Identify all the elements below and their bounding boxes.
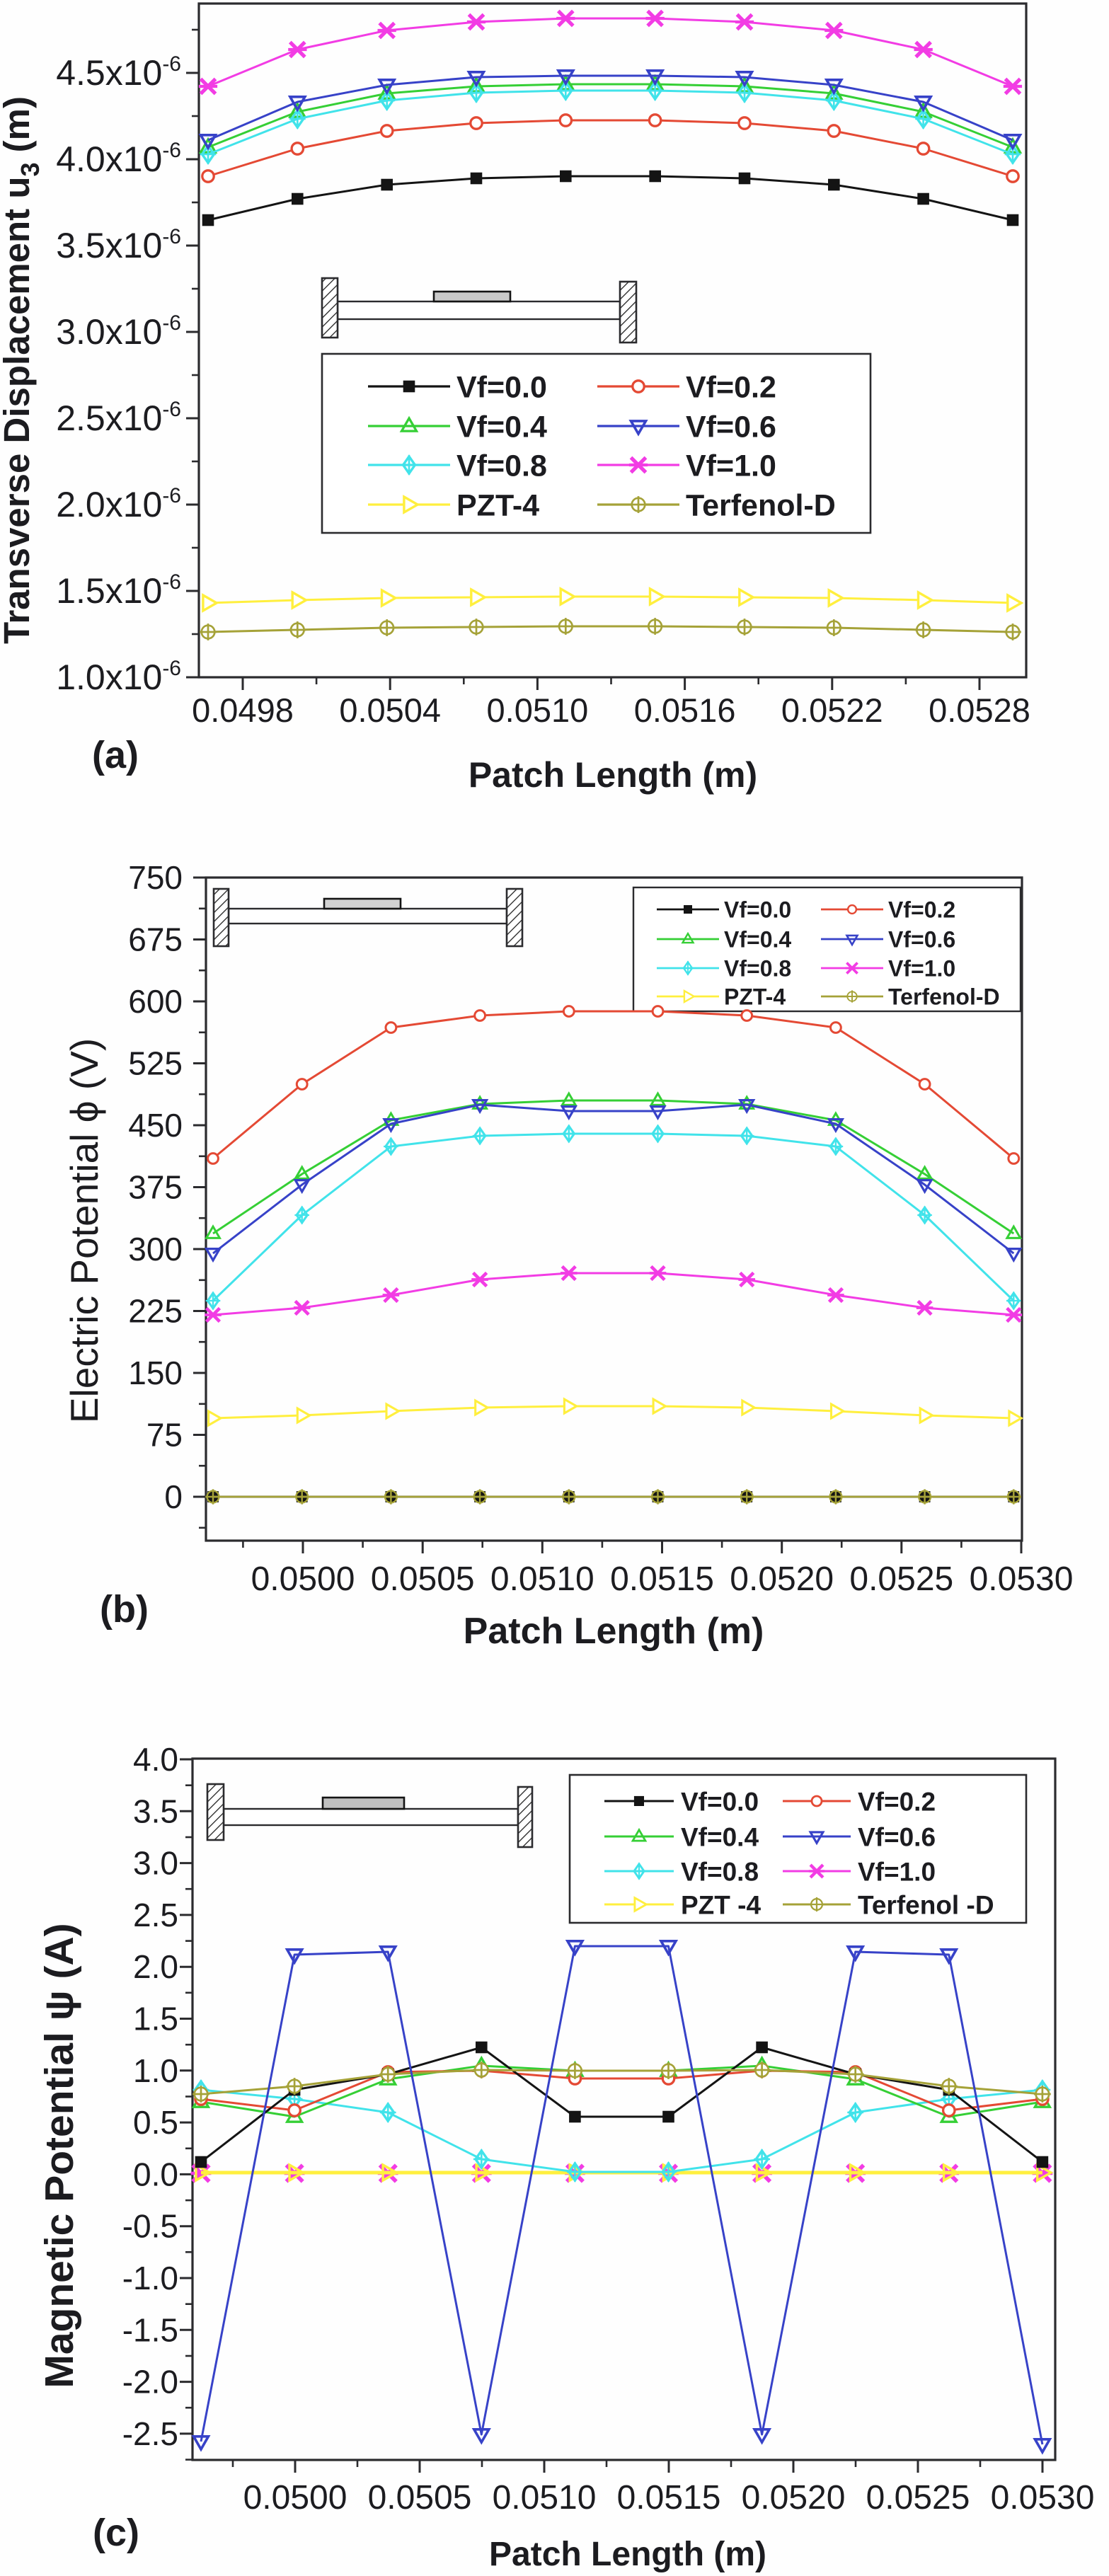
svg-text:2.0x10-6: 2.0x10-6 bbox=[56, 484, 181, 524]
svg-text:525: 525 bbox=[128, 1045, 183, 1082]
svg-text:Electric Potential ϕ (V): Electric Potential ϕ (V) bbox=[62, 1038, 106, 1423]
svg-text:(a): (a) bbox=[92, 734, 139, 776]
svg-text:Terfenol -D: Terfenol -D bbox=[858, 1890, 994, 1919]
svg-text:-1.5: -1.5 bbox=[122, 2311, 178, 2348]
svg-text:0.0522: 0.0522 bbox=[781, 691, 883, 729]
svg-text:600: 600 bbox=[128, 983, 183, 1020]
svg-text:Vf=0.0: Vf=0.0 bbox=[456, 371, 547, 405]
svg-text:Vf=0.2: Vf=0.2 bbox=[888, 897, 955, 923]
svg-text:Vf=0.6: Vf=0.6 bbox=[686, 410, 776, 444]
svg-text:375: 375 bbox=[128, 1169, 183, 1206]
svg-text:1.0: 1.0 bbox=[133, 2052, 178, 2089]
svg-text:Vf=1.0: Vf=1.0 bbox=[858, 1857, 936, 1886]
svg-text:2.5x10-6: 2.5x10-6 bbox=[56, 398, 181, 438]
svg-text:0.0505: 0.0505 bbox=[371, 1560, 475, 1598]
svg-text:4.5x10-6: 4.5x10-6 bbox=[56, 52, 181, 93]
svg-text:Vf=0.4: Vf=0.4 bbox=[681, 1822, 759, 1851]
svg-text:Vf=0.2: Vf=0.2 bbox=[686, 371, 776, 405]
svg-text:75: 75 bbox=[146, 1417, 183, 1454]
svg-text:0.0500: 0.0500 bbox=[243, 2479, 347, 2517]
svg-text:Vf=0.8: Vf=0.8 bbox=[681, 1857, 759, 1886]
svg-text:3.0: 3.0 bbox=[133, 1845, 178, 1882]
svg-text:(c): (c) bbox=[93, 2512, 139, 2554]
svg-text:Vf=0.0: Vf=0.0 bbox=[724, 897, 791, 923]
svg-text:450: 450 bbox=[128, 1107, 183, 1144]
svg-text:300: 300 bbox=[128, 1231, 183, 1267]
svg-text:2.5: 2.5 bbox=[133, 1897, 178, 1933]
svg-text:PZT-4: PZT-4 bbox=[724, 984, 786, 1010]
svg-text:2.0: 2.0 bbox=[133, 1948, 178, 1985]
svg-text:1.0x10-6: 1.0x10-6 bbox=[56, 657, 181, 697]
svg-text:Patch Length (m): Patch Length (m) bbox=[464, 1611, 764, 1652]
svg-text:-2.0: -2.0 bbox=[122, 2364, 178, 2400]
svg-text:4.0x10-6: 4.0x10-6 bbox=[56, 139, 181, 179]
svg-text:675: 675 bbox=[128, 921, 183, 958]
svg-text:PZT-4: PZT-4 bbox=[456, 489, 539, 523]
svg-text:Patch Length (m): Patch Length (m) bbox=[469, 755, 757, 795]
svg-text:0.0520: 0.0520 bbox=[742, 2479, 846, 2517]
svg-text:0: 0 bbox=[164, 1478, 183, 1515]
svg-text:0.0516: 0.0516 bbox=[634, 691, 736, 729]
svg-text:(b): (b) bbox=[100, 1588, 149, 1631]
svg-text:Terfenol-D: Terfenol-D bbox=[888, 984, 1000, 1010]
svg-text:0.0525: 0.0525 bbox=[866, 2479, 970, 2517]
svg-text:0.0510: 0.0510 bbox=[493, 2479, 597, 2517]
svg-text:0.0505: 0.0505 bbox=[368, 2479, 472, 2517]
svg-text:0.0498: 0.0498 bbox=[192, 691, 294, 729]
svg-text:0.0530: 0.0530 bbox=[991, 2479, 1095, 2517]
svg-text:0.0504: 0.0504 bbox=[339, 691, 441, 729]
svg-text:4.0: 4.0 bbox=[133, 1741, 178, 1778]
svg-text:Vf=0.4: Vf=0.4 bbox=[456, 410, 547, 444]
svg-text:Vf=1.0: Vf=1.0 bbox=[686, 449, 776, 483]
svg-text:0.0525: 0.0525 bbox=[849, 1560, 953, 1598]
svg-text:Vf=1.0: Vf=1.0 bbox=[888, 956, 955, 982]
svg-text:0.0528: 0.0528 bbox=[929, 691, 1030, 729]
svg-text:0.0510: 0.0510 bbox=[487, 691, 589, 729]
svg-text:0.0510: 0.0510 bbox=[490, 1560, 594, 1598]
svg-text:Vf=0.0: Vf=0.0 bbox=[681, 1787, 759, 1816]
svg-text:3.5: 3.5 bbox=[133, 1793, 178, 1829]
svg-text:3.0x10-6: 3.0x10-6 bbox=[56, 311, 181, 352]
svg-text:225: 225 bbox=[128, 1293, 183, 1330]
svg-text:750: 750 bbox=[128, 859, 183, 896]
svg-text:1.5x10-6: 1.5x10-6 bbox=[56, 570, 181, 611]
svg-text:Vf=0.4: Vf=0.4 bbox=[724, 927, 791, 953]
svg-text:0.0515: 0.0515 bbox=[617, 2479, 721, 2517]
svg-text:0.0: 0.0 bbox=[133, 2156, 178, 2192]
svg-text:Vf=0.6: Vf=0.6 bbox=[888, 927, 955, 953]
svg-text:0.0520: 0.0520 bbox=[730, 1560, 834, 1598]
svg-text:0.0515: 0.0515 bbox=[610, 1560, 714, 1598]
svg-text:-1.0: -1.0 bbox=[122, 2260, 178, 2296]
svg-text:Vf=0.8: Vf=0.8 bbox=[724, 956, 791, 982]
svg-text:0.5: 0.5 bbox=[133, 2104, 178, 2141]
svg-text:0.0530: 0.0530 bbox=[970, 1560, 1074, 1598]
svg-text:Patch Length (m): Patch Length (m) bbox=[489, 2536, 766, 2573]
svg-text:0.0500: 0.0500 bbox=[251, 1560, 355, 1598]
svg-text:PZT -4: PZT -4 bbox=[681, 1890, 761, 1919]
svg-text:Magnetic Potential ψ (A): Magnetic Potential ψ (A) bbox=[37, 1923, 82, 2388]
svg-text:Vf=0.8: Vf=0.8 bbox=[456, 449, 547, 483]
svg-text:Vf=0.2: Vf=0.2 bbox=[858, 1787, 936, 1816]
svg-text:Vf=0.6: Vf=0.6 bbox=[858, 1822, 936, 1851]
svg-text:3.5x10-6: 3.5x10-6 bbox=[56, 225, 181, 265]
svg-text:-0.5: -0.5 bbox=[122, 2208, 178, 2245]
svg-text:150: 150 bbox=[128, 1355, 183, 1391]
svg-text:1.5: 1.5 bbox=[133, 2001, 178, 2037]
svg-text:Terfenol-D: Terfenol-D bbox=[686, 489, 836, 523]
svg-text:-2.5: -2.5 bbox=[122, 2415, 178, 2452]
